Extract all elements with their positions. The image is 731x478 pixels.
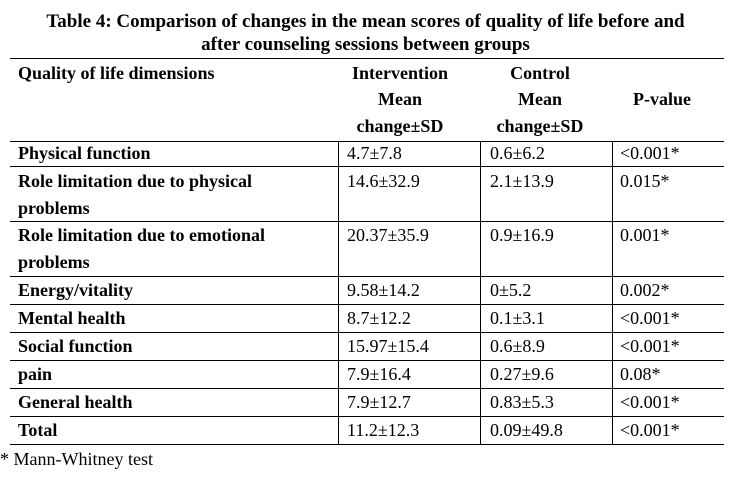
row-rule: [10, 166, 724, 167]
row-rule: [10, 388, 724, 389]
row-intervention-value: 15.97±15.4: [347, 336, 429, 356]
row-pvalue: <0.001*: [620, 392, 680, 412]
row-control-value: 0.27±9.6: [490, 364, 554, 384]
row-pvalue: <0.001*: [620, 143, 680, 163]
table-title: Table 4: Comparison of changes in the me…: [0, 10, 731, 56]
row-control-value: 0±5.2: [490, 280, 532, 300]
row-control-value: 0.6±6.2: [490, 143, 545, 163]
row-intervention-value: 7.9±12.7: [347, 392, 411, 412]
header-control-line-1: Control: [510, 63, 570, 83]
row-pvalue: <0.001*: [620, 336, 680, 356]
row-pvalue: 0.015*: [620, 171, 670, 191]
row-intervention-value: 8.7±12.2: [347, 308, 411, 328]
row-rule: [10, 304, 724, 305]
row-dimension: Role limitation due to emotional: [18, 225, 265, 245]
row-dimension: Role limitation due to physical: [18, 171, 253, 191]
table-title-line-1: Table 4: Comparison of changes in the me…: [46, 11, 685, 32]
table-bottom-rule: [10, 444, 724, 445]
row-control-value: 2.1±13.9: [490, 171, 554, 191]
header-control-line-3: change±SD: [496, 116, 584, 136]
header-control-line-2: Mean: [518, 89, 562, 109]
row-intervention-value: 4.7±7.8: [347, 143, 402, 163]
table-title-line-2: after counseling sessions between groups: [201, 34, 530, 55]
table-footnote: * Mann-Whitney test: [0, 449, 153, 469]
row-intervention-value: 9.58±14.2: [347, 280, 420, 300]
row-dimension: Physical function: [18, 143, 151, 163]
row-pvalue: 0.001*: [620, 225, 670, 245]
header-top-rule: [10, 58, 724, 59]
row-dimension: General health: [18, 392, 133, 412]
row-intervention-value: 20.37±35.9: [347, 225, 429, 245]
column-divider-3: [612, 141, 613, 444]
row-dimension: pain: [18, 364, 53, 384]
row-rule: [10, 360, 724, 361]
row-control-value: 0.83±5.3: [490, 392, 554, 412]
row-rule: [10, 332, 724, 333]
header-intervention-line-3: change±SD: [356, 116, 444, 136]
column-divider-1: [338, 141, 339, 444]
row-control-value: 0.9±16.9: [490, 225, 554, 245]
row-dimension: Total: [18, 420, 58, 440]
row-rule: [10, 141, 724, 142]
row-rule: [10, 276, 724, 277]
header-dimension: Quality of life dimensions: [18, 63, 215, 83]
row-control-value: 0.6±8.9: [490, 336, 545, 356]
row-dimension: Mental health: [18, 308, 126, 328]
header-intervention-line-2: Mean: [378, 89, 422, 109]
row-control-value: 0.1±3.1: [490, 308, 545, 328]
row-control-value: 0.09±49.8: [490, 420, 563, 440]
row-pvalue: 0.002*: [620, 280, 670, 300]
header-pvalue: P-value: [633, 89, 691, 109]
row-dimension-continued: problems: [18, 198, 90, 218]
row-dimension: Energy/vitality: [18, 280, 133, 300]
row-rule: [10, 221, 724, 222]
row-dimension: Social function: [18, 336, 133, 356]
column-divider-2: [480, 141, 481, 444]
header-intervention-line-1: Intervention: [352, 63, 448, 83]
row-intervention-value: 7.9±16.4: [347, 364, 411, 384]
row-intervention-value: 11.2±12.3: [347, 420, 420, 440]
row-intervention-value: 14.6±32.9: [347, 171, 420, 191]
row-pvalue: 0.08*: [620, 364, 661, 384]
row-dimension-continued: problems: [18, 252, 90, 272]
row-pvalue: <0.001*: [620, 420, 680, 440]
row-rule: [10, 416, 724, 417]
row-pvalue: <0.001*: [620, 308, 680, 328]
